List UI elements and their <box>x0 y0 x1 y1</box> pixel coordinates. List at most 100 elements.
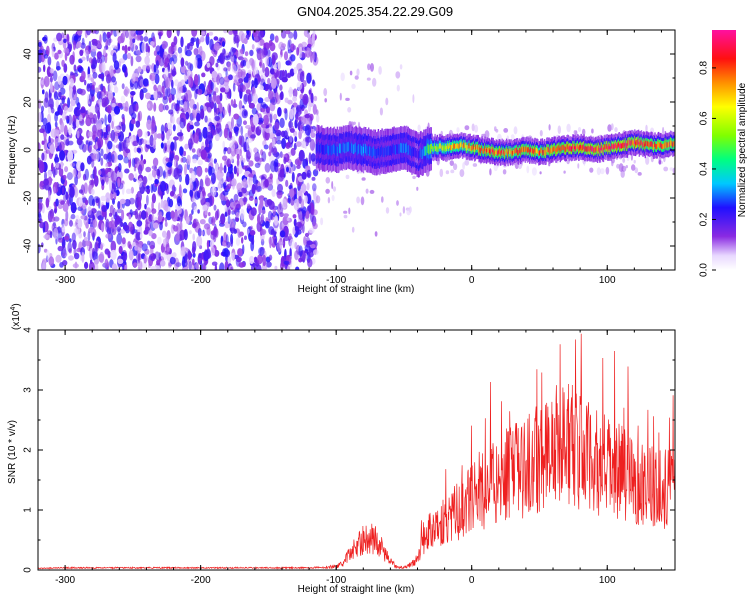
spectrogram-faint-cell <box>663 166 669 172</box>
spectrogram-noise-cell <box>111 170 118 183</box>
spectrogram-noise-cell <box>308 89 312 95</box>
spectrogram-noise-cell <box>70 71 73 76</box>
spectrogram-noise-cell <box>132 72 136 82</box>
spectrogram-faint-cell <box>474 124 479 133</box>
spectrogram-noise-cell <box>285 142 292 147</box>
spectrogram-ridge-cell <box>423 146 426 156</box>
spectrogram-noise-cell <box>233 113 240 120</box>
spectrogram-ridge-cell <box>609 143 611 150</box>
spectrogram-noise-cell <box>281 76 288 83</box>
spectrogram-noise-cell <box>47 106 51 115</box>
spectrogram-noise-cell <box>185 60 189 66</box>
spectrogram-ridge-cell <box>391 144 394 154</box>
spectrogram-ridge-cell <box>350 141 353 151</box>
spectrogram-noise-cell <box>49 76 53 83</box>
spectrogram-noise-cell <box>52 166 56 178</box>
spectrogram-noise-cell <box>43 178 49 186</box>
spectrogram-noise-cell <box>41 140 45 145</box>
spectrogram-noise-cell <box>81 56 86 61</box>
spectrogram-ridge-cell <box>499 148 501 155</box>
spectrogram-noise-cell <box>158 252 162 261</box>
spectrogram-ridge-cell <box>673 141 675 147</box>
spectrogram-noise-cell <box>122 116 126 125</box>
spectrogram-noise-cell <box>105 233 112 239</box>
spectrogram-noise-cell <box>205 253 212 259</box>
spectrogram-faint-cell <box>356 68 360 76</box>
spectrogram-noise-cell <box>208 125 215 131</box>
spectrogram-noise-cell <box>292 214 297 219</box>
spectrogram-noise-cell <box>124 264 127 270</box>
spectrogram-ridge-cell <box>466 145 468 151</box>
spectrogram-noise-cell <box>108 212 113 217</box>
spectrogram-noise-cell <box>63 218 69 227</box>
spectrogram-noise-cell <box>231 30 235 33</box>
spectrogram-noise-cell <box>78 232 82 239</box>
spectrogram-noise-cell <box>185 111 190 120</box>
spectrogram-noise-cell <box>274 265 278 270</box>
spectrogram-noise-cell <box>71 232 76 243</box>
spectrogram-noise-cell <box>287 99 293 105</box>
spectrogram-noise-cell <box>141 261 148 269</box>
spectrogram-noise-cell <box>168 198 174 208</box>
spectrogram-noise-cell <box>43 234 49 239</box>
spectrogram-noise-cell <box>117 258 124 264</box>
spectrogram-noise-cell <box>232 207 237 213</box>
spectrogram-faint-cell <box>352 121 356 126</box>
spectrogram-noise-cell <box>156 133 163 139</box>
spectrogram-ridge-cell <box>586 146 588 153</box>
spectrogram-faint-cell <box>385 207 390 214</box>
spectrogram-noise-cell <box>168 109 174 115</box>
spectrogram-ridge-cell <box>564 146 567 153</box>
spectrogram-noise-cell <box>126 137 130 147</box>
spectrogram-noise-cell <box>143 254 148 263</box>
spectrogram-noise-cell <box>79 49 84 56</box>
spectrogram-noise-cell <box>206 226 211 236</box>
spectrogram-ridge-cell <box>467 143 470 149</box>
spectrogram-noise-cell <box>54 208 57 214</box>
spectrogram-ridge-cell <box>649 142 651 148</box>
spectrogram-noise-cell <box>51 48 55 58</box>
spectrogram-ridge-cell <box>546 146 549 152</box>
spectrogram-faint-cell <box>625 165 628 169</box>
spectrogram-noise-cell <box>154 165 158 171</box>
spectrogram-noise-cell <box>231 178 237 187</box>
spectrogram-noise-cell <box>249 255 255 265</box>
spectrogram-faint-cell <box>399 64 403 70</box>
spectrogram-ridge-cell <box>560 146 562 152</box>
spectrogram-ridge-cell <box>438 143 441 149</box>
spectrogram-noise-cell <box>151 208 157 214</box>
spectrogram-noise-cell <box>134 80 139 90</box>
spectrogram-noise-cell <box>130 91 136 96</box>
spectrogram-noise-cell <box>192 158 198 164</box>
spectrogram-noise-cell <box>50 128 57 138</box>
spectrogram-noise-cell <box>76 130 80 139</box>
spectrogram-ridge-cell <box>348 142 350 153</box>
spectrogram-noise-cell <box>214 106 217 118</box>
spectrogram-noise-cell <box>77 66 84 73</box>
spectrogram-ridge-cell <box>583 143 585 150</box>
spectrogram-noise-cell <box>178 184 182 196</box>
spectrogram-noise-cell <box>117 43 121 52</box>
spectrogram-noise-cell <box>307 258 313 268</box>
spectrogram-noise-cell <box>257 30 264 41</box>
y-tick-label: 1 <box>23 507 34 513</box>
spectrogram-noise-cell <box>170 141 175 152</box>
spectrogram-ridge-cell <box>417 149 419 159</box>
spectrogram-noise-cell <box>228 104 232 117</box>
spectrogram-ridge-cell <box>611 143 613 149</box>
spectrogram-ridge-cell <box>353 144 356 154</box>
x-tick-label: -300 <box>55 575 75 586</box>
spectrogram-noise-cell <box>173 140 177 152</box>
spectrogram-noise-cell <box>93 166 97 178</box>
spectrogram-noise-cell <box>58 141 65 152</box>
spectrogram-noise-cell <box>116 226 122 232</box>
spectrogram-ridge-cell <box>418 150 421 161</box>
spectrogram-noise-cell <box>170 210 175 219</box>
spectrogram-ridge-cell <box>341 144 344 154</box>
spectrogram-noise-cell <box>44 171 47 181</box>
spectrogram-noise-cell <box>137 196 142 207</box>
spectrogram-ridge-cell <box>352 144 354 155</box>
spectrogram-noise-cell <box>219 102 223 115</box>
spectrogram-noise-cell <box>228 30 234 35</box>
snr-x-ticks: -300 -200 -100 0 100 <box>37 330 662 586</box>
